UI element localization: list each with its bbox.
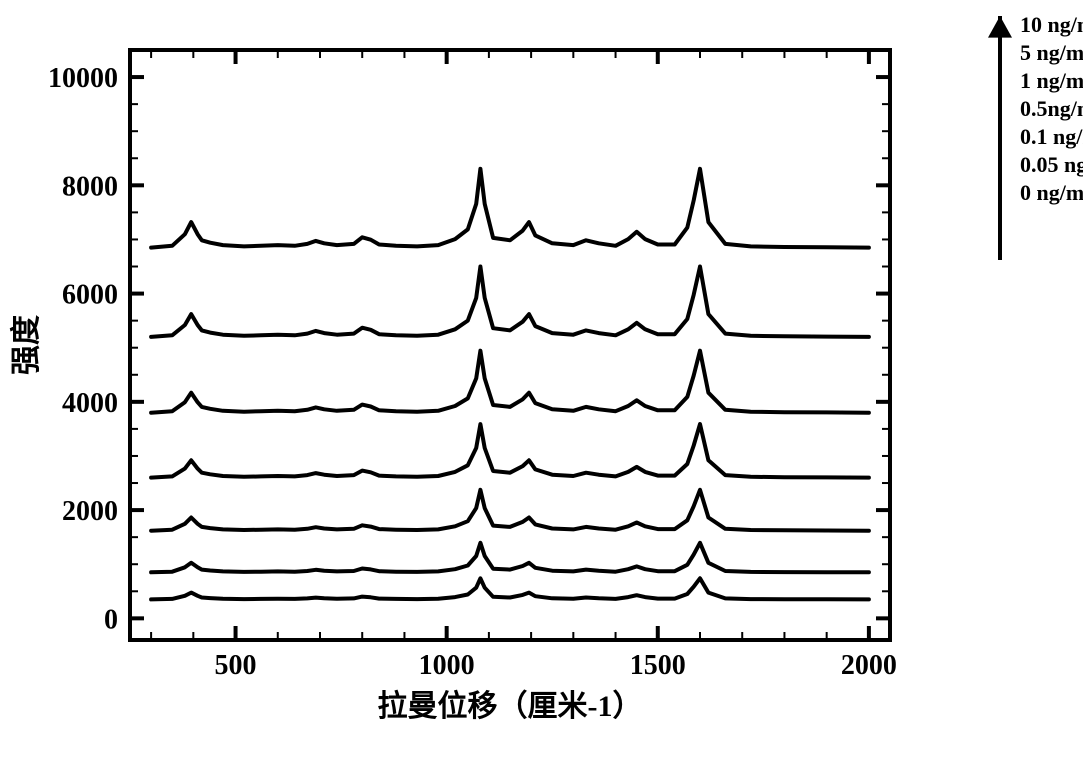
legend-label: 5 ng/ml: [1020, 40, 1083, 65]
svg-text:1000: 1000: [419, 650, 475, 681]
svg-text:4000: 4000: [62, 388, 118, 419]
legend-label: 0 ng/ml: [1020, 180, 1083, 205]
legend-label: 0.5ng/ml: [1020, 96, 1083, 121]
svg-text:强度: 强度: [10, 315, 43, 375]
svg-text:0: 0: [104, 604, 118, 635]
legend-label: 10 ng/ml: [1020, 12, 1083, 37]
svg-text:500: 500: [215, 650, 257, 681]
svg-text:2000: 2000: [62, 496, 118, 527]
svg-text:6000: 6000: [62, 280, 118, 311]
svg-text:1500: 1500: [630, 650, 686, 681]
legend-label: 0.05 ng/ml: [1020, 152, 1083, 177]
svg-text:2000: 2000: [841, 650, 897, 681]
chart-svg: 500 1000 1500 2000 0 2000 4000 6000 8000 10000 拉曼位…: [0, 0, 1083, 753]
svg-text:10000: 10000: [48, 63, 118, 94]
legend-label: 1 ng/ml: [1020, 68, 1083, 93]
svg-text:8000: 8000: [62, 171, 118, 202]
raman-chart: 500 1000 1500 2000 0 2000 4000 6000 8000 10000 拉曼位…: [0, 0, 1083, 753]
svg-text:拉曼位移（厘米-1）: 拉曼位移（厘米-1）: [378, 689, 643, 723]
legend-label: 0.1 ng/ml: [1020, 124, 1083, 149]
